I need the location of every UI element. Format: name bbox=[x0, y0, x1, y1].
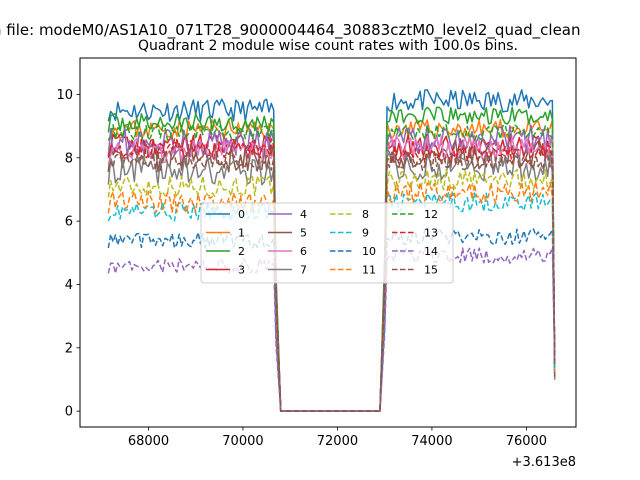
y-tick-label: 4 bbox=[65, 278, 73, 293]
legend-label-2: 2 bbox=[238, 245, 245, 258]
chart-suptitle: n file: modeM0/AS1A10_071T28_9000004464_… bbox=[0, 21, 581, 40]
y-tick-label: 2 bbox=[65, 341, 73, 356]
chart-title: Quadrant 2 module wise count rates with … bbox=[138, 38, 518, 54]
legend-label-14: 14 bbox=[424, 245, 438, 258]
series-group bbox=[107, 89, 556, 412]
x-tick-label: 70000 bbox=[222, 434, 263, 449]
x-axis-offset-label: +3.613e8 bbox=[512, 455, 576, 470]
y-axis-ticks: 0 2 4 6 8 10 bbox=[56, 88, 80, 420]
x-tick-label: 76000 bbox=[506, 434, 547, 449]
legend-label-8: 8 bbox=[362, 208, 369, 221]
x-tick-label: 74000 bbox=[411, 434, 452, 449]
x-axis-ticks: 68000 70000 72000 74000 76000 bbox=[128, 427, 547, 449]
legend-label-6: 6 bbox=[300, 245, 307, 258]
legend-label-13: 13 bbox=[424, 227, 438, 240]
series-line-15 bbox=[107, 150, 556, 412]
series-line-14 bbox=[107, 247, 556, 412]
legend-label-5: 5 bbox=[300, 227, 307, 240]
series-line-8 bbox=[107, 168, 556, 412]
y-tick-label: 8 bbox=[65, 151, 73, 166]
legend-label-15: 15 bbox=[424, 264, 438, 277]
legend-frame bbox=[200, 202, 454, 284]
legend-label-9: 9 bbox=[362, 227, 369, 240]
y-tick-label: 6 bbox=[65, 215, 73, 230]
legend-label-3: 3 bbox=[238, 264, 245, 277]
legend-label-10: 10 bbox=[362, 245, 376, 258]
series-line-12 bbox=[107, 123, 556, 412]
x-tick-label: 68000 bbox=[128, 434, 169, 449]
legend-label-0: 0 bbox=[238, 208, 245, 221]
legend-label-4: 4 bbox=[300, 208, 307, 221]
y-tick-label: 0 bbox=[65, 405, 73, 420]
legend-label-12: 12 bbox=[424, 208, 438, 221]
legend-label-1: 1 bbox=[238, 227, 245, 240]
x-tick-label: 72000 bbox=[317, 434, 358, 449]
legend-label-7: 7 bbox=[300, 264, 307, 277]
y-tick-label: 10 bbox=[56, 88, 73, 103]
axes-frame bbox=[79, 57, 577, 428]
legend-label-11: 11 bbox=[362, 264, 376, 277]
